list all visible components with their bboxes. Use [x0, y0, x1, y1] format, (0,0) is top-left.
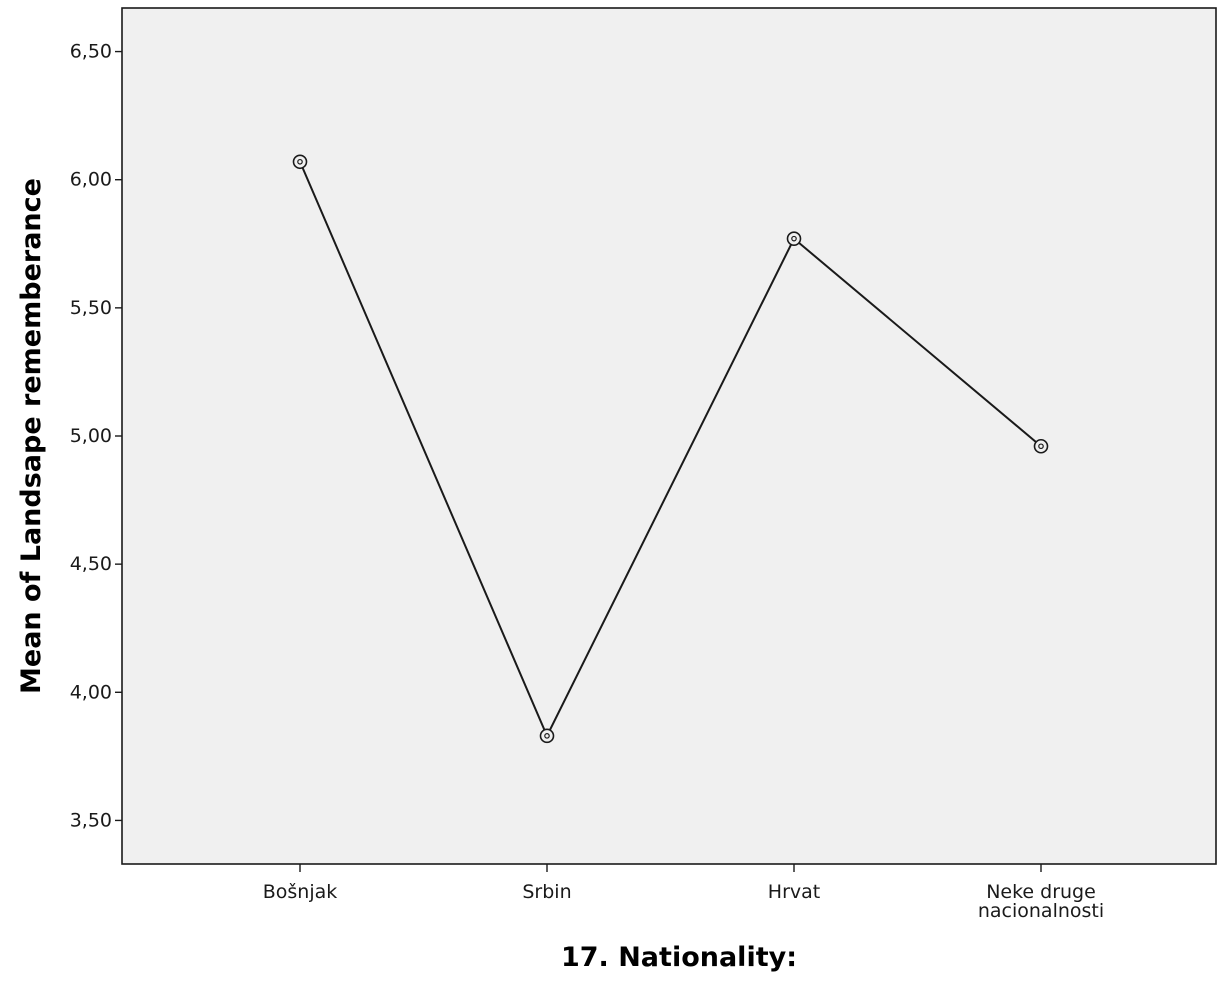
plot-frame: [121, 7, 1217, 865]
y-tick-label: 3,50: [70, 809, 112, 831]
series-means: [292, 154, 1049, 744]
x-tick-label: Hrvat: [768, 881, 820, 903]
y-tick-label: 6,00: [70, 169, 112, 191]
x-tick-label: Bošnjak: [263, 881, 338, 903]
data-point: [786, 231, 802, 246]
y-axis-title: Mean of Landsape rememberance: [16, 178, 47, 694]
series-line: [299, 161, 1042, 739]
x-axis: Bošnjak Srbin Hrvat Neke druge nacionalnosti: [263, 864, 1104, 922]
data-point: [539, 728, 555, 744]
y-tick-label: 4,00: [70, 681, 112, 703]
y-tick-label: 4,50: [70, 553, 112, 575]
y-tick-label: 6,50: [70, 41, 112, 63]
data-point: [1033, 438, 1049, 454]
x-axis-title: 17. Nationality:: [561, 942, 797, 973]
x-tick-label: Neke druge nacionalnosti: [978, 881, 1104, 922]
plot-area: [122, 8, 1216, 864]
y-axis: 3,50 4,00 4,50 5,00 5,50 6,00 6,50: [70, 41, 122, 831]
y-tick-label: 5,50: [70, 297, 112, 319]
x-tick-label: Srbin: [522, 881, 571, 903]
y-tick-label: 5,00: [70, 425, 112, 447]
data-point: [292, 154, 308, 170]
